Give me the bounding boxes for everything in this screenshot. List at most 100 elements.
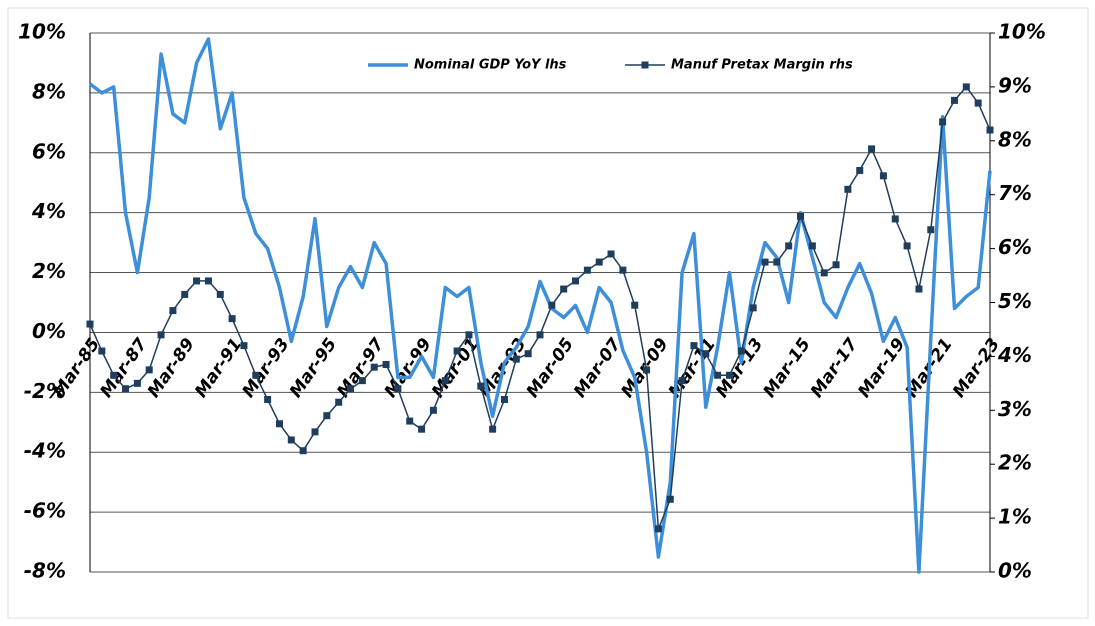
x-tick-label: Mar-15 [760, 335, 815, 402]
y-tick-label: -2% [24, 379, 66, 403]
marker [820, 269, 828, 277]
legend-label: Nominal GDP YoY lhs [414, 58, 567, 73]
y2-tick-label: 0% [998, 559, 1032, 583]
marker [181, 290, 189, 298]
marker [773, 258, 781, 266]
marker [939, 118, 947, 126]
y2-tick-label: 4% [997, 343, 1032, 367]
marker [962, 83, 970, 91]
x-tick-label: Mar-17 [807, 335, 862, 402]
x-tick-label: Mar-05 [523, 335, 578, 402]
y-tick-label: -6% [24, 499, 66, 523]
marker [808, 242, 816, 250]
marker [311, 428, 319, 436]
marker [725, 371, 733, 379]
marker [394, 385, 402, 393]
y-tick-label: 0% [32, 319, 66, 343]
marker [524, 350, 532, 358]
y2-tick-label: 10% [998, 20, 1046, 44]
y2-tick-label: 3% [998, 397, 1032, 421]
legend-marker [641, 61, 649, 69]
marker [133, 379, 141, 387]
marker [453, 347, 461, 355]
y2-tick-label: 7% [998, 181, 1032, 205]
marker [323, 412, 331, 420]
marker [418, 425, 426, 433]
marker [832, 261, 840, 269]
marker [500, 396, 508, 404]
marker [631, 301, 639, 309]
marker [607, 250, 615, 258]
marker [335, 398, 343, 406]
x-tick-label: Mar-97 [333, 335, 388, 402]
marker [145, 366, 153, 374]
marker [287, 436, 295, 444]
marker [252, 371, 260, 379]
marker [465, 331, 473, 339]
x-tick-label: Mar-95 [286, 335, 341, 402]
y-tick-label: 4% [31, 199, 66, 223]
marker [737, 347, 745, 355]
marker [512, 355, 520, 363]
marker [240, 342, 248, 350]
marker [477, 382, 485, 390]
marker [974, 99, 982, 107]
marker [690, 342, 698, 350]
marker [927, 226, 935, 234]
marker [264, 396, 272, 404]
legend-label: Manuf Pretax Margin rhs [671, 58, 853, 73]
marker [856, 166, 864, 174]
marker [382, 360, 390, 368]
y-tick-label: -8% [24, 559, 66, 583]
x-tick-label: Mar-85 [49, 335, 104, 402]
y-tick-label: 8% [32, 79, 66, 103]
marker [702, 350, 710, 358]
marker [950, 96, 958, 104]
frame [7, 7, 1089, 619]
marker [572, 277, 580, 285]
marker [666, 495, 674, 503]
marker [275, 420, 283, 428]
y-tick-label: -4% [24, 439, 66, 463]
x-tick-label: Mar-07 [570, 335, 625, 402]
marker [406, 417, 414, 425]
marker [358, 377, 366, 385]
marker [986, 126, 994, 134]
marker [429, 406, 437, 414]
x-tick-label: Mar-19 [854, 335, 909, 402]
marker [643, 366, 651, 374]
marker [489, 425, 497, 433]
y2-tick-label: 8% [998, 127, 1032, 151]
marker [110, 371, 118, 379]
series-line [88, 37, 992, 574]
marker [216, 290, 224, 298]
marker [299, 447, 307, 455]
y-tick-label: 2% [32, 259, 66, 283]
marker [915, 285, 923, 293]
marker [536, 331, 544, 339]
marker [347, 385, 355, 393]
marker [654, 525, 662, 533]
marker [868, 145, 876, 153]
marker [370, 363, 378, 371]
marker [169, 307, 177, 315]
marker [228, 315, 236, 323]
marker [583, 266, 591, 274]
marker [797, 212, 805, 220]
marker [619, 266, 627, 274]
y2-tick-label: 1% [998, 505, 1032, 529]
x-tick-label: Mar-23 [949, 335, 1004, 402]
y-tick-label: 6% [32, 139, 66, 163]
y-tick-label: 10% [18, 20, 66, 44]
marker [785, 242, 793, 250]
marker [548, 301, 556, 309]
y2-tick-label: 9% [998, 73, 1032, 97]
marker [761, 258, 769, 266]
y2-tick-label: 2% [998, 451, 1032, 475]
marker [678, 377, 686, 385]
marker [193, 277, 201, 285]
marker [879, 172, 887, 180]
marker [122, 385, 130, 393]
marker [714, 371, 722, 379]
